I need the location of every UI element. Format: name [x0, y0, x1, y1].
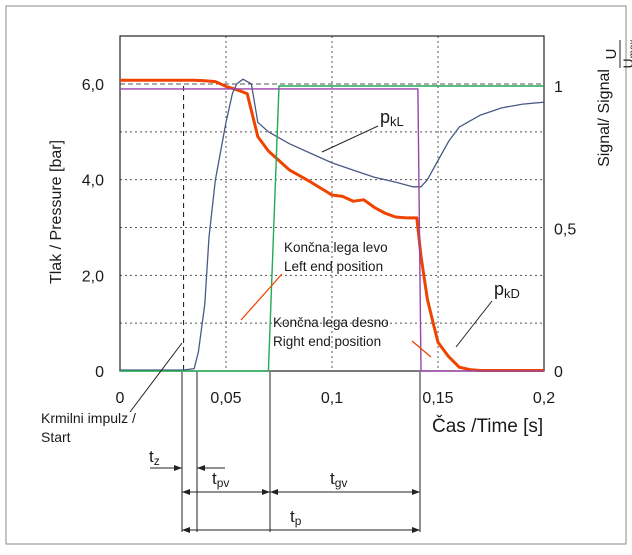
y-tick-label: 2,0	[82, 268, 104, 285]
tz-label-sub: z	[154, 454, 160, 468]
left-end-label-2: Left end position	[284, 259, 383, 274]
y2-tick-label: 1	[554, 79, 563, 96]
pkd-label-sub: kD	[504, 286, 520, 301]
pkd-label-p: p	[494, 279, 504, 299]
x-tick-label: 0,1	[321, 390, 343, 407]
series-line-3	[120, 88, 544, 372]
y-tick-label: 4,0	[82, 173, 104, 190]
left-end-label-1: Končna lega levo	[284, 240, 388, 255]
timing-dimensions	[150, 372, 421, 533]
tgv-label-t: t	[330, 469, 335, 488]
tpv-label-t: t	[212, 469, 217, 488]
tpv-label-sub: pv	[217, 476, 230, 490]
left-end-leader	[240, 273, 283, 321]
start-leader	[129, 342, 183, 413]
series-line-2	[120, 85, 544, 372]
tgv-label: tgv	[330, 469, 347, 490]
figure-border	[5, 5, 627, 545]
pkl-label-p: p	[380, 107, 390, 127]
x-tick-label: 0,05	[210, 390, 241, 407]
x-tick-label: 0,2	[533, 390, 555, 407]
tpv-label: tpv	[212, 469, 229, 490]
tpv-arrowhead-left	[182, 489, 190, 495]
tpv-arrowhead-right	[262, 489, 270, 495]
y2-tick-label: 0	[554, 364, 563, 381]
tp-label-t: t	[290, 507, 295, 526]
start-label-1: Krmilni impulz /	[41, 410, 136, 426]
right-end-label-1: Končna lega desno	[273, 315, 389, 330]
right-end-leader	[411, 340, 432, 358]
right-end-label-2: Right end position	[273, 334, 381, 349]
pkl-label-sub: kL	[390, 114, 404, 129]
x-axis-label: Čas /Time [s]	[432, 415, 543, 437]
tgv-arrowhead-left	[270, 489, 278, 495]
tp-label: tp	[290, 507, 302, 528]
tz-label: tz	[149, 447, 160, 468]
tgv-arrowhead-right	[412, 489, 420, 495]
y2-tick-label: 0,5	[554, 222, 576, 239]
tz-arrowhead	[174, 465, 182, 471]
pkl-label: pkL	[380, 107, 404, 129]
y2-fraction-num: U	[603, 49, 620, 60]
y-axis-label: Tlak / Pressure [bar]	[48, 140, 65, 284]
pkd-label: pkD	[494, 279, 520, 301]
series-line-0	[120, 78, 544, 372]
pkl-leader	[321, 125, 379, 153]
tp-arrowhead-right	[412, 527, 420, 533]
x-tick-label: 0	[116, 390, 125, 407]
x-tick-label: 0,15	[422, 390, 453, 407]
y-tick-label: 6,0	[82, 77, 104, 94]
tz-label-t: t	[149, 447, 154, 466]
tp-label-sub: p	[295, 514, 302, 528]
y-tick-label: 0	[95, 364, 104, 381]
start-label-2: Start	[41, 429, 71, 445]
y2-fraction-den-u: U	[620, 58, 632, 68]
y2-fraction-den-sub: max	[628, 39, 632, 58]
plot-area	[119, 35, 545, 372]
tz-arrowhead-right	[197, 465, 205, 471]
tp-arrowhead-left	[182, 527, 190, 533]
tgv-label-sub: gv	[335, 476, 348, 490]
series-line-1	[120, 78, 545, 371]
y2-axis-label: Signal/ Signal	[596, 69, 613, 167]
pkd-leader	[455, 300, 493, 348]
